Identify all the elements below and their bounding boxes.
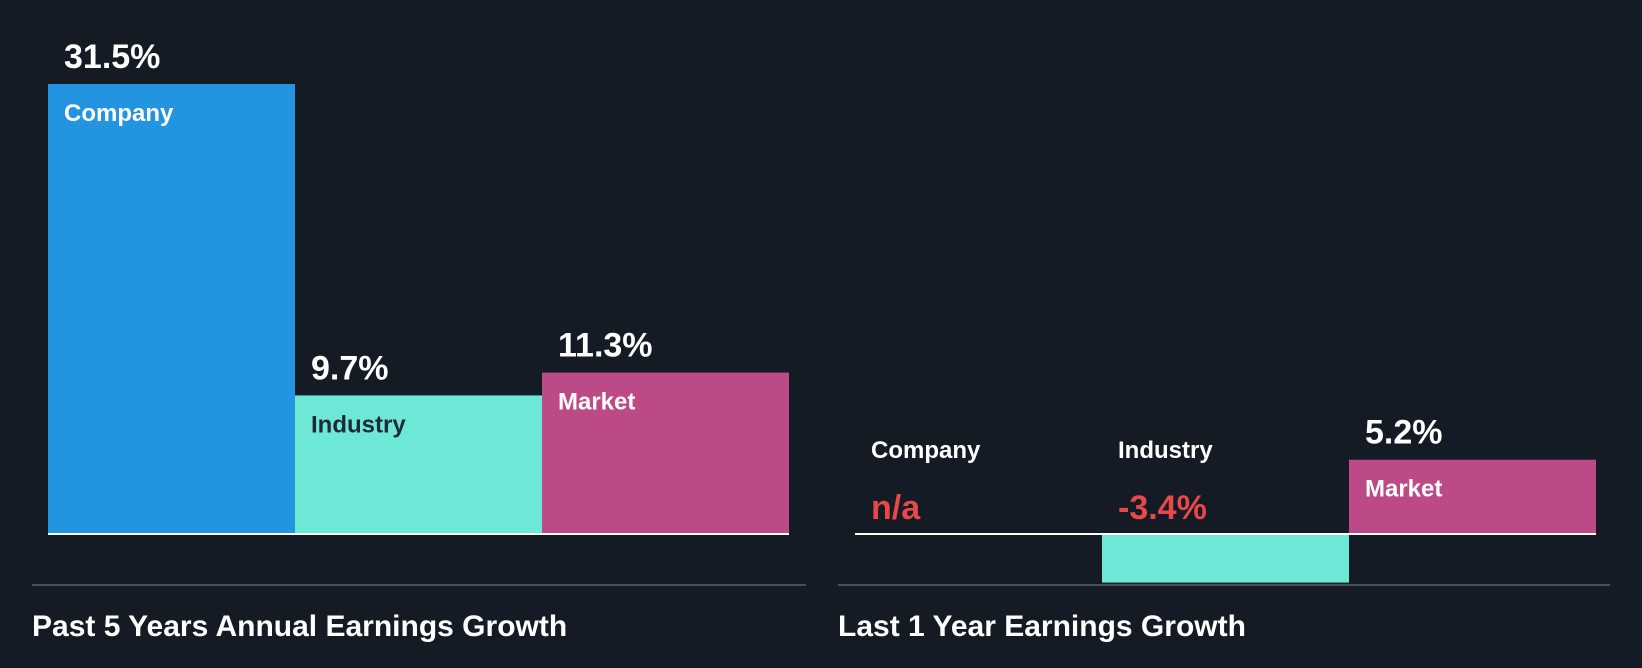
past-5y-value-industry: 9.7% [311,349,389,387]
past-5y-label-market: Market [558,389,635,416]
past-5y-bar-market [542,372,789,534]
last-1y-bar-industry [1102,534,1349,583]
last-1y-value-industry: -3.4% [1118,489,1207,527]
last-1y-title: Last 1 Year Earnings Growth [838,610,1246,643]
last-1y-label-market: Market [1365,476,1442,503]
last-1y-bar-market [1349,459,1596,534]
last-1y-value-market: 5.2% [1365,414,1443,452]
past-5y-label-industry: Industry [311,411,406,438]
past-5y-value-company: 31.5% [64,38,160,76]
last-1y-label-company: Company [871,437,981,464]
last-1y-label-industry: Industry [1118,437,1213,464]
past-5y-title: Past 5 Years Annual Earnings Growth [32,610,567,643]
past-5y-label-company: Company [64,100,174,127]
last-1y-value-company: n/a [871,489,921,527]
past-5y-value-market: 11.3% [558,327,653,365]
past-5y-bar-company [48,84,295,534]
past-5y-bar-industry [295,395,542,534]
